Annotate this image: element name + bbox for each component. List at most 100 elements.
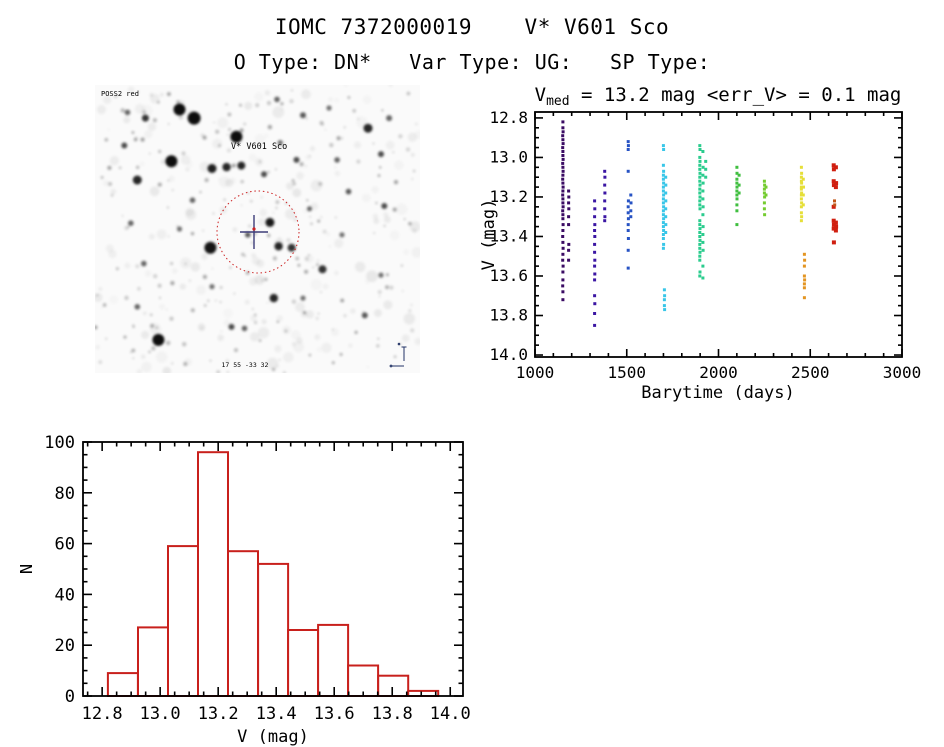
star [132,175,142,185]
star [204,241,217,254]
histogram-bar [227,550,259,697]
star [173,103,186,116]
star [318,265,327,274]
star [269,293,278,303]
finding-chart: V* V601 Sco POSS2 red 17 55 -33 32 [95,85,420,373]
x-tick-label: 13.0 [140,704,181,724]
histogram-bar [167,545,199,697]
star [152,333,165,346]
star [222,162,231,172]
star [386,115,393,122]
histogram-bar [257,562,290,697]
star [274,242,283,251]
page-subtitle: O Type: DN* Var Type: UG: SP Type: [233,50,711,74]
star [361,312,368,319]
star [228,323,235,330]
star [128,220,134,226]
finder-target-label: V* V601 Sco [231,142,287,152]
finder-scale-marker [389,342,407,368]
y-tick-label: 14.0 [489,345,528,364]
y-tick-label: 13.8 [489,306,528,325]
x-tick-label: 13.2 [198,704,239,724]
histogram-bar [197,451,229,698]
light-curve-tick-labels: 1000 1500 2000 2500 3000 12.8 13.0 13.2 13.4 13.6… [489,108,921,382]
star [124,109,131,116]
star [187,111,201,125]
series-epoch-6-green [735,165,741,227]
star [287,243,296,252]
y-tick-label: 80 [55,484,75,504]
light-curve-title: Vmed = 13.2 mag <err_V> = 0.1 mag [535,85,902,109]
y-tick-label: 13.0 [489,147,528,166]
star [274,96,280,103]
series-epoch-5-spring-green [698,144,708,280]
star [165,155,178,168]
x-tick-label: 1000 [516,363,555,382]
histogram-bar [347,664,380,697]
star [300,112,306,119]
light-curve-xlabel: Barytime (days) [641,383,795,403]
x-tick-label: 13.4 [256,704,297,724]
y-tick-label: 20 [55,636,75,656]
star [378,151,384,158]
finding-chart-image: V* V601 Sco POSS2 red 17 55 -33 32 [95,85,420,373]
finder-coords-label: 17 55 -33 32 [222,361,269,369]
starfield-blur-layer [95,85,420,373]
star [261,171,267,178]
y-tick-label: 60 [55,535,75,555]
star [277,140,283,146]
light-curve-ylabel: V (mag) [480,199,499,271]
light-curve-axes [534,111,903,358]
finder-overlay: V* V601 Sco POSS2 red 17 55 -33 32 [101,90,407,369]
x-tick-label: 3000 [883,363,922,382]
magnitude-histogram: 12.8 13.0 13.2 13.4 13.6 13.8 14.0 0 20 40 60 80 100… [20,433,471,747]
starfield [95,85,420,373]
x-tick-label: 2500 [791,363,830,382]
light-curve-content: 1000 1500 2000 2500 3000 12.8 13.0 13.2 13.4 13.6… [489,108,921,382]
star [265,217,275,227]
star [345,188,352,195]
star [245,232,251,238]
histogram-ylabel: N [20,564,37,574]
histogram-panel: 12.8 13.0 13.2 13.4 13.6 13.8 14.0 0 20 40 60 80 100… [20,425,480,747]
target-circle [216,190,300,274]
star [237,161,246,170]
x-tick-label: 1500 [607,363,646,382]
series-epoch-4-cyan [661,144,668,312]
series-epoch-9-red [831,163,839,245]
y-tick-label: 40 [55,585,75,605]
y-tick-label: 0 [65,687,75,707]
series-epoch-9b-orange-red [833,199,837,207]
star [300,295,306,301]
y-tick-label: 12.8 [489,108,528,127]
light-curve-plot: 1000 1500 2000 2500 3000 12.8 13.0 13.2 13.4 13.6… [480,85,921,403]
y-tick-label: 13.6 [489,266,528,285]
y-tick-label: 100 [44,433,75,453]
histogram-axes [82,441,464,697]
histogram-bar [377,674,410,697]
finder-survey-label: POSS2 red [101,90,139,98]
star [207,164,217,173]
star [381,203,388,209]
x-tick-label: 12.8 [82,704,123,724]
plot-box [534,111,903,358]
crosshair-center-dot [252,227,256,231]
star [141,114,149,122]
star [326,105,332,111]
x-tick-label: 13.8 [372,704,413,724]
star [334,157,340,163]
starfield-background [95,85,420,373]
series-epoch-1-dark-purple [561,120,571,302]
page-title: IOMC 7372000019 V* V601 Sco [274,15,670,39]
histogram-bars [106,451,440,698]
x-tick-label: 2000 [699,363,738,382]
x-tick-label: 13.6 [314,704,355,724]
histogram-tick-labels: 12.8 13.0 13.2 13.4 13.6 13.8 14.0 0 20 40 60 80 100 [44,433,470,724]
histogram-bar [317,623,350,697]
star [293,156,300,163]
histogram-bar [106,672,139,698]
star [230,130,243,143]
star [121,142,128,149]
star [241,325,248,332]
